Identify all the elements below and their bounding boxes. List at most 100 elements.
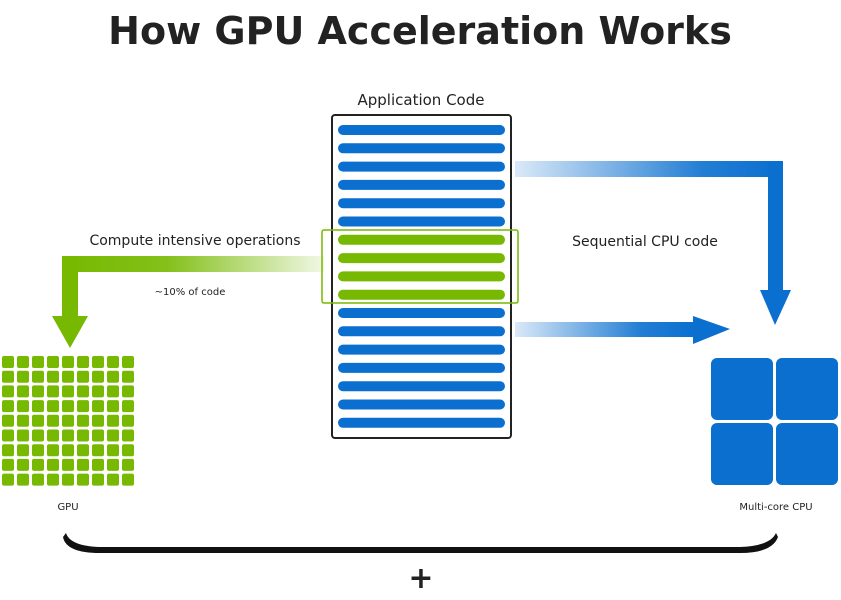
- gpu-core: [122, 429, 134, 442]
- gpu-core: [107, 444, 119, 457]
- gpu-core: [77, 444, 89, 457]
- gpu-core: [62, 370, 74, 383]
- gpu-core: [107, 385, 119, 398]
- gpu-core: [107, 414, 119, 427]
- gpu-core: [47, 356, 59, 368]
- gpu-core: [17, 429, 29, 442]
- percent-of-code-label: ~10% of code: [155, 287, 226, 298]
- sequential-arrow-bottom: [515, 316, 730, 344]
- cpu-code-line: [338, 381, 505, 392]
- gpu-core: [122, 356, 134, 368]
- gpu-core: [122, 473, 134, 486]
- cpu-code-line: [338, 198, 505, 209]
- gpu-core: [92, 400, 104, 413]
- cpu-code-line: [338, 216, 505, 227]
- gpu-core: [92, 370, 104, 383]
- cpu-code-line: [338, 143, 505, 154]
- cpu-code-line: [338, 308, 505, 318]
- gpu-code-line: [338, 289, 505, 300]
- compute-intensive-label: Compute intensive operations: [89, 233, 300, 249]
- gpu-core: [47, 385, 59, 398]
- gpu-core: [2, 414, 14, 427]
- code-lines: [338, 125, 505, 428]
- gpu-core: [32, 429, 44, 442]
- sequential-cpu-label: Sequential CPU code: [572, 234, 718, 250]
- cpu-cores: [711, 358, 838, 485]
- gpu-core: [2, 444, 14, 457]
- gpu-core: [77, 356, 89, 368]
- gpu-core: [92, 473, 104, 486]
- cpu-core: [711, 358, 773, 420]
- gpu-core: [32, 385, 44, 398]
- application-code-label: Application Code: [358, 91, 485, 109]
- gpu-core: [2, 458, 14, 471]
- cpu-core: [776, 423, 838, 485]
- gpu-core: [32, 370, 44, 383]
- gpu-core: [32, 458, 44, 471]
- gpu-core: [17, 444, 29, 457]
- gpu-core: [47, 400, 59, 413]
- gpu-core: [47, 429, 59, 442]
- gpu-core: [62, 356, 74, 368]
- gpu-core: [107, 400, 119, 413]
- gpu-core: [47, 473, 59, 486]
- gpu-core: [47, 444, 59, 457]
- gpu-core: [62, 400, 74, 413]
- gpu-core: [32, 414, 44, 427]
- gpu-core: [92, 429, 104, 442]
- gpu-core: [122, 414, 134, 427]
- cpu-code-line: [338, 417, 505, 428]
- gpu-core: [122, 370, 134, 383]
- gpu-core: [77, 458, 89, 471]
- bottom-brace: [63, 533, 778, 553]
- gpu-core: [17, 414, 29, 427]
- cpu-code-line: [338, 161, 505, 172]
- gpu-core: [92, 444, 104, 457]
- gpu-core: [17, 473, 29, 486]
- gpu-core: [47, 370, 59, 383]
- cpu-code-line: [338, 362, 505, 373]
- gpu-core: [32, 356, 44, 368]
- gpu-core: [2, 356, 14, 368]
- gpu-core: [62, 414, 74, 427]
- gpu-core: [122, 444, 134, 457]
- gpu-core: [17, 458, 29, 471]
- gpu-core: [62, 385, 74, 398]
- gpu-core: [92, 385, 104, 398]
- gpu-code-line: [338, 253, 505, 264]
- diagram-title: How GPU Acceleration Works: [108, 9, 732, 53]
- cpu-code-line: [338, 344, 505, 355]
- cpu-label: Multi-core CPU: [739, 502, 812, 513]
- gpu-core: [62, 458, 74, 471]
- gpu-core: [92, 356, 104, 368]
- gpu-core: [122, 385, 134, 398]
- gpu-core: [92, 458, 104, 471]
- cpu-core: [711, 423, 773, 485]
- gpu-core: [17, 356, 29, 368]
- gpu-core: [77, 370, 89, 383]
- gpu-core: [77, 400, 89, 413]
- gpu-core: [77, 385, 89, 398]
- gpu-core: [47, 458, 59, 471]
- gpu-code-line: [338, 234, 505, 245]
- compute-arrow: [52, 256, 324, 348]
- gpu-core: [2, 370, 14, 383]
- gpu-core: [17, 400, 29, 413]
- gpu-core: [62, 429, 74, 442]
- cpu-code-line: [338, 125, 505, 135]
- gpu-core: [32, 400, 44, 413]
- gpu-core: [32, 444, 44, 457]
- gpu-core: [62, 473, 74, 486]
- cpu-code-line: [338, 179, 505, 190]
- gpu-core: [32, 473, 44, 486]
- gpu-core: [2, 429, 14, 442]
- gpu-core: [17, 385, 29, 398]
- gpu-core: [107, 429, 119, 442]
- gpu-core: [47, 414, 59, 427]
- cpu-code-line: [338, 326, 505, 337]
- gpu-grid: [2, 356, 134, 486]
- gpu-core: [122, 458, 134, 471]
- gpu-core: [62, 444, 74, 457]
- gpu-label: GPU: [57, 502, 78, 513]
- gpu-core: [77, 473, 89, 486]
